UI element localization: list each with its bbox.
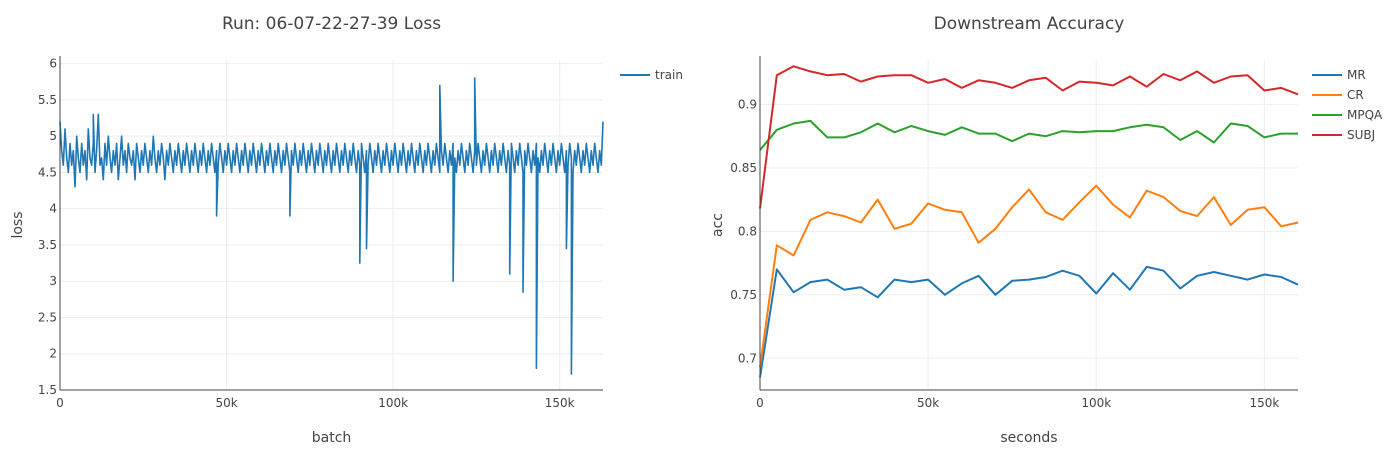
legend-label-mr: MR <box>1347 68 1366 82</box>
y-axis-title: acc <box>710 213 726 237</box>
y-tick-label: 0.9 <box>738 97 757 111</box>
x-tick-label: 0 <box>56 396 64 410</box>
x-tick-label: 50k <box>215 396 237 410</box>
series-line-subj <box>759 65 1299 209</box>
y-tick-label: 5 <box>49 129 57 143</box>
legend-label-subj: SUBJ <box>1347 128 1375 142</box>
y-tick-label: 3.5 <box>38 238 57 252</box>
x-axis-title: seconds <box>1000 430 1057 446</box>
chart-title: Downstream Accuracy <box>934 14 1125 34</box>
x-tick-label: 150k <box>545 396 575 410</box>
loss-chart: 0 50k 100k 150k 1.5 2 2.5 3 3.5 4 4.5 5 5.5 6 Run: 06-… <box>10 14 683 446</box>
legend-label-cr: CR <box>1347 88 1364 102</box>
y-tick-label: 2.5 <box>38 310 57 324</box>
y-tick-label: 0.75 <box>730 288 757 302</box>
y-tick-label: 5.5 <box>38 93 57 107</box>
y-tick-label: 0.7 <box>738 351 757 365</box>
series-line-mr <box>759 265 1299 378</box>
series-line-cr <box>759 184 1299 368</box>
x-tick-label: 100k <box>378 396 408 410</box>
y-axis-title: loss <box>10 211 26 238</box>
y-tick-label: 4 <box>49 202 57 216</box>
y-tick-label: 6 <box>49 57 57 71</box>
y-tick-label: 2 <box>49 347 57 361</box>
series-line-train <box>59 77 604 375</box>
x-axis-title: batch <box>312 430 352 446</box>
y-tick-label: 1.5 <box>38 383 57 397</box>
y-tick-label: 0.8 <box>738 224 757 238</box>
x-tick-label: 50k <box>917 396 939 410</box>
y-tick-label: 4.5 <box>38 165 57 179</box>
legend-label-mpqa: MPQA <box>1347 108 1383 122</box>
x-tick-label: 100k <box>1081 396 1111 410</box>
y-tick-label: 0.85 <box>730 161 757 175</box>
legend-label-train: train <box>655 68 683 82</box>
accuracy-chart: 0 50k 100k 150k 0.7 0.75 0.8 0.85 0.9 Downstream … <box>710 14 1383 446</box>
x-tick-label: 0 <box>756 396 764 410</box>
chart-title: Run: 06-07-22-27-39 Loss <box>222 14 441 34</box>
y-tick-label: 3 <box>49 274 57 288</box>
series-line-mpqa <box>759 119 1298 151</box>
x-tick-label: 150k <box>1249 396 1279 410</box>
